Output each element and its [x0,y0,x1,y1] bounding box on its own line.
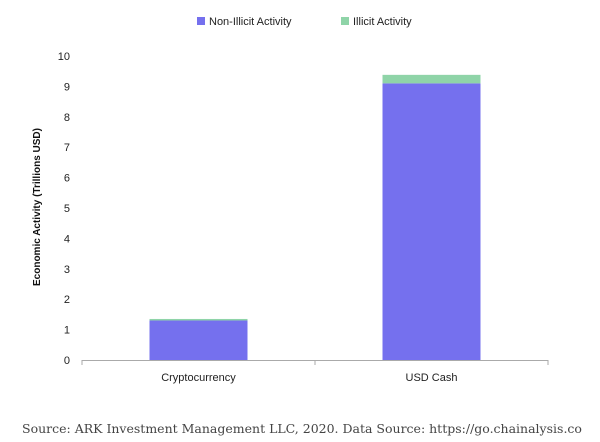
y-tick-label: 3 [64,264,70,276]
bar-non-illicit-usd-cash [382,83,481,361]
y-tick-label: 5 [64,203,70,215]
y-tick-label: 9 [64,81,70,93]
stacked-bar-chart: Non-Illicit Activity Illicit Activity Ec… [32,16,549,384]
bars [149,74,481,361]
x-tick-label: Cryptocurrency [161,372,236,384]
y-tick-label: 2 [64,294,70,306]
y-tick-label: 6 [64,173,70,185]
y-axis-ticks: 0 1 2 3 4 5 6 7 8 9 10 [58,51,70,367]
y-tick-label: 7 [64,142,70,154]
legend-label-illicit: Illicit Activity [353,16,412,28]
bar-illicit-cryptocurrency [149,318,248,321]
bar-non-illicit-cryptocurrency [149,320,248,360]
bar-illicit-usd-cash [382,74,481,84]
legend: Non-Illicit Activity Illicit Activity [197,16,412,28]
legend-swatch-non-illicit [197,17,205,25]
x-axis-ticks: Cryptocurrency USD Cash [81,360,549,384]
legend-swatch-illicit [341,17,349,25]
y-tick-label: 0 [64,355,70,367]
y-tick-label: 1 [64,325,70,337]
x-tick-label: USD Cash [406,372,458,384]
y-axis-title: Economic Activity (Trillions USD) [32,128,43,286]
y-tick-label: 10 [58,51,70,63]
y-tick-label: 8 [64,112,70,124]
source-caption: Source: ARK Investment Management LLC, 2… [22,421,582,436]
legend-label-non-illicit: Non-Illicit Activity [209,16,292,28]
y-tick-label: 4 [64,233,70,245]
